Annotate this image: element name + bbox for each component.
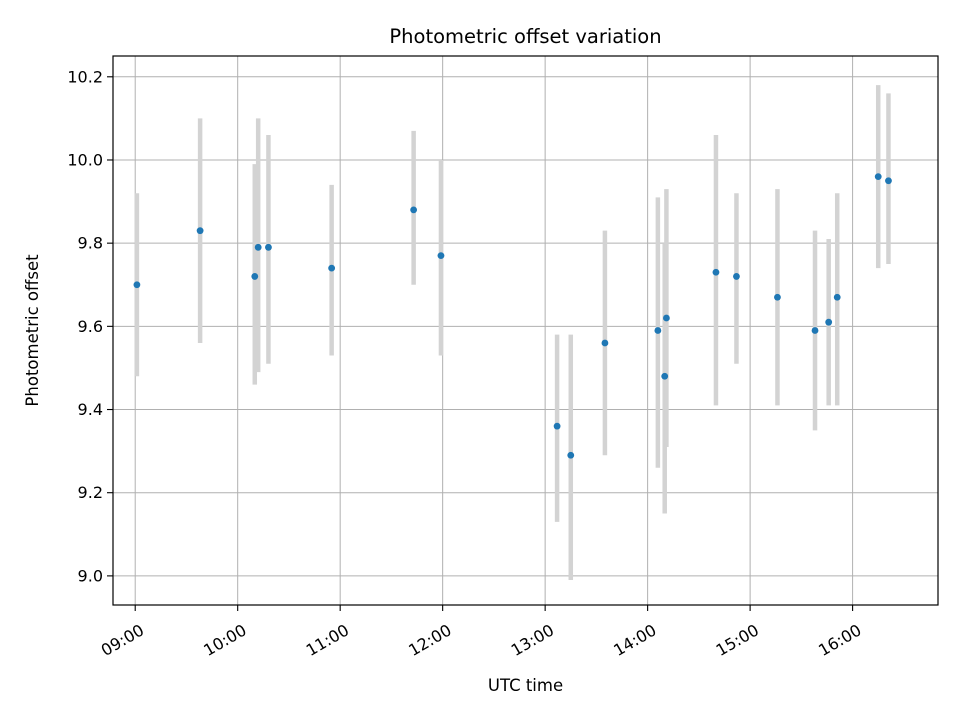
x-axis-label: UTC time: [488, 676, 563, 695]
data-point: [567, 451, 575, 459]
data-point: [251, 273, 259, 280]
data-points: [133, 173, 892, 459]
data-point: [833, 293, 841, 301]
data-point: [661, 372, 669, 380]
data-point: [196, 227, 204, 235]
y-tick-label: 9.0: [78, 566, 103, 585]
data-point: [663, 314, 670, 322]
y-tick-label: 10.0: [67, 150, 103, 169]
y-axis-ticks: 9.0 9.2 9.4 9.6 9.8 10.0 10.2: [67, 67, 113, 585]
data-point: [733, 273, 740, 280]
data-point: [133, 281, 141, 289]
y-tick-label: 9.2: [78, 483, 103, 502]
data-point: [654, 327, 662, 334]
grid: [113, 56, 938, 605]
y-tick-label: 9.8: [78, 234, 103, 253]
data-point: [410, 206, 418, 214]
y-axis-label: Photometric offset: [23, 254, 42, 407]
chart-title: Photometric offset variation: [389, 25, 661, 48]
plot-area: [113, 56, 938, 605]
data-point: [825, 318, 833, 326]
plot-frame: [112, 55, 939, 606]
data-point: [811, 327, 819, 334]
y-tick-label: 9.6: [78, 317, 103, 336]
data-point: [601, 339, 609, 347]
data-point: [885, 177, 892, 185]
y-tick-label: 10.2: [67, 67, 103, 86]
data-point: [874, 173, 882, 181]
data-point: [254, 243, 262, 251]
data-point: [553, 422, 561, 430]
data-point: [265, 243, 272, 251]
data-point: [712, 268, 720, 276]
data-point: [437, 252, 445, 260]
data-point: [774, 293, 781, 301]
y-tick-label: 9.4: [78, 400, 103, 419]
data-point: [328, 264, 336, 272]
